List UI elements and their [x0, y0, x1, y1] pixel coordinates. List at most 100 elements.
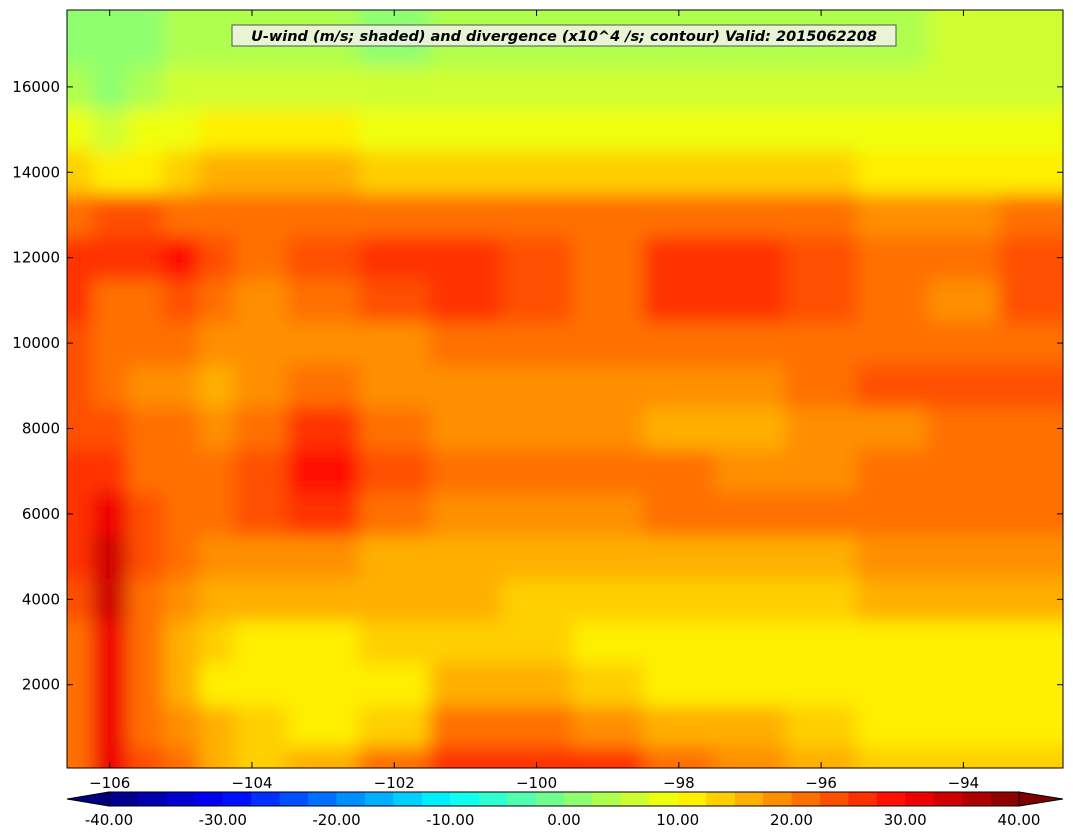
- colorbar-cell: [677, 792, 707, 806]
- field-cell: [927, 236, 1000, 280]
- field-cell: [643, 620, 715, 664]
- field-cell: [91, 279, 128, 323]
- field-cell: [287, 193, 360, 237]
- field-cell: [927, 535, 1000, 579]
- field-cell: [358, 746, 431, 768]
- field-cell: [287, 706, 360, 748]
- field-cell: [67, 746, 93, 768]
- colorbar-cell: [421, 792, 451, 806]
- field-cell: [91, 150, 128, 195]
- field-cell: [500, 321, 573, 365]
- field-cell: [67, 620, 93, 664]
- field-cell: [998, 193, 1063, 237]
- field-cell: [127, 10, 164, 67]
- field-cell: [785, 492, 858, 536]
- field-cell: [572, 65, 644, 109]
- field-cell: [714, 108, 787, 152]
- field-cell: [927, 663, 1000, 707]
- y-tick-label: 14000: [12, 163, 60, 181]
- field-cell: [163, 449, 200, 494]
- field-cell: [127, 65, 164, 109]
- field-cell: [856, 577, 929, 622]
- field-cell: [927, 706, 1000, 748]
- field-cell: [91, 706, 128, 748]
- field-cell: [643, 193, 715, 237]
- y-tick-label: 6000: [22, 505, 60, 523]
- field-cell: [429, 193, 502, 237]
- field-cell: [429, 663, 502, 707]
- field-cell: [856, 492, 929, 536]
- field-cell: [91, 449, 128, 494]
- colorbar-tick-label: 10.00: [656, 811, 699, 829]
- field-cell: [429, 535, 502, 579]
- field-cell: [998, 407, 1063, 451]
- field-cell: [714, 150, 787, 195]
- field-cell: [163, 535, 200, 579]
- field-cell: [714, 279, 787, 323]
- field-cell: [714, 407, 787, 451]
- colorbar-cell: [251, 792, 281, 806]
- field-cell: [358, 706, 431, 748]
- field-cell: [856, 364, 929, 408]
- field-cell: [500, 364, 573, 408]
- field-cell: [500, 236, 573, 280]
- colorbar-extend-high: [1018, 791, 1064, 807]
- field-cell: [500, 150, 573, 195]
- field-cell: [198, 364, 235, 408]
- field-cell: [234, 620, 289, 664]
- colorbar-cell: [819, 792, 849, 806]
- colorbar-tick-label: 40.00: [998, 811, 1041, 829]
- field-cell: [856, 746, 929, 768]
- colorbar-cell: [507, 792, 536, 806]
- field-cell: [572, 535, 644, 579]
- field-cell: [198, 150, 235, 195]
- field-cell: [234, 492, 289, 536]
- field-cell: [785, 746, 858, 768]
- colorbar-cells: [109, 792, 1020, 806]
- field-cell: [500, 407, 573, 451]
- field-cell: [127, 746, 164, 768]
- field-cell: [927, 746, 1000, 768]
- field-cell: [785, 407, 858, 451]
- field-cell: [856, 279, 929, 323]
- field-cell: [198, 321, 235, 365]
- field-cell: [714, 620, 787, 664]
- field-cell: [163, 746, 200, 768]
- field-cell: [714, 577, 787, 622]
- field-cell: [429, 108, 502, 152]
- field-cell: [714, 663, 787, 707]
- field-cell: [198, 577, 235, 622]
- field-cell: [856, 620, 929, 664]
- field-cell: [163, 577, 200, 622]
- colorbar-cell: [933, 792, 963, 806]
- field-cell: [163, 321, 200, 365]
- y-tick-label: 12000: [12, 249, 60, 267]
- field-cell: [429, 321, 502, 365]
- field-cell: [287, 746, 360, 768]
- field-cell: [91, 193, 128, 237]
- colorbar-cell: [990, 792, 1020, 806]
- x-tick-label: −94: [948, 774, 980, 792]
- field-cell: [643, 279, 715, 323]
- field-cell: [429, 407, 502, 451]
- colorbar-cell: [734, 792, 764, 806]
- field-cell: [856, 321, 929, 365]
- field-cell: [572, 407, 644, 451]
- field-cell: [785, 321, 858, 365]
- field-cell: [358, 279, 431, 323]
- field-cell: [198, 620, 235, 664]
- field-cell: [429, 706, 502, 748]
- field-cell: [572, 746, 644, 768]
- field-cell: [198, 407, 235, 451]
- x-tick-label: −98: [663, 774, 695, 792]
- field-cell: [856, 193, 929, 237]
- field-cell: [91, 620, 128, 664]
- field-cell: [500, 620, 573, 664]
- field-cell: [500, 193, 573, 237]
- colorbar-cell: [393, 792, 423, 806]
- field-cell: [927, 407, 1000, 451]
- field-cell: [198, 492, 235, 536]
- field-cell: [234, 535, 289, 579]
- field-cell: [856, 65, 929, 109]
- field-cell: [429, 65, 502, 109]
